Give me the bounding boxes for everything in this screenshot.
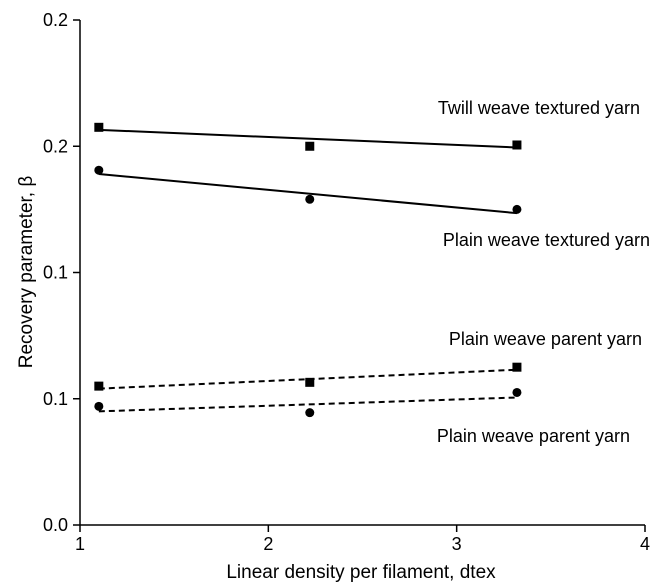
y-tick-label: 0.1 [43,389,68,409]
square-marker [94,122,104,132]
data-markers [94,122,522,418]
fit-lines [98,128,518,413]
series-label-plain-parent-circles: Plain weave parent yarn [437,426,630,446]
square-marker [305,377,315,387]
tick-labels: 0.0 0.1 0.1 0.2 0.2 1 2 3 4 [43,10,650,554]
y-tick-label: 0.2 [43,136,68,156]
square-marker [512,362,522,372]
fit-line-series-0 [98,128,517,149]
x-tick-label: 1 [75,534,85,554]
x-axis-title: Linear density per filament, dtex [226,562,496,583]
square-marker [512,140,522,150]
series-label-plain-parent-squares: Plain weave parent yarn [449,329,642,349]
square-marker [305,141,315,151]
y-tick-label: 0.1 [43,263,68,283]
circle-marker [305,408,315,418]
y-tick-label: 0.0 [43,515,68,535]
axes [73,19,646,532]
x-tick-label: 2 [263,534,273,554]
circle-marker [512,204,522,214]
circle-marker [94,401,104,411]
circle-marker [94,165,104,175]
circle-marker [512,387,522,397]
x-tick-label: 4 [640,534,650,554]
series-label-twill-textured: Twill weave textured yarn [438,98,640,118]
series-label-plain-textured: Plain weave textured yarn [443,230,650,250]
fit-line-series-1 [98,173,518,215]
y-tick-label: 0.2 [43,10,68,30]
y-axis-title: Recovery parameter, β [16,176,37,369]
circle-marker [305,194,315,204]
x-tick-label: 3 [452,534,462,554]
square-marker [94,381,104,391]
